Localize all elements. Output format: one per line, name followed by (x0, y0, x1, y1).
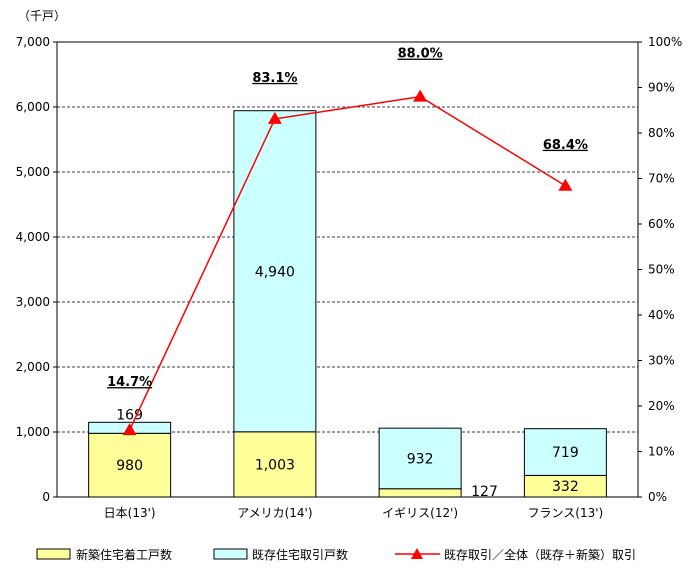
right-axis-tick-label: 100% (648, 35, 682, 49)
ratio-marker (122, 423, 137, 436)
ratio-label: 14.7% (107, 375, 152, 390)
ratio-marker (267, 111, 282, 124)
category-label: 日本(13') (104, 506, 156, 520)
ratio-marker (558, 178, 573, 191)
plot-area (56, 41, 639, 498)
bar-existing-transactions (233, 110, 317, 433)
ratio-label: 68.4% (543, 138, 588, 153)
left-axis-tick-label: 3,000 (16, 295, 50, 309)
right-axis-tick-label: 40% (648, 308, 675, 322)
legend-swatch-existing (213, 548, 248, 560)
left-axis-tick-label: 7,000 (16, 35, 50, 49)
ratio-label: 88.0% (398, 47, 443, 62)
data-label-new: 127 (471, 484, 498, 500)
legend-marker-ratio (411, 548, 423, 559)
right-axis-tick-label: 10% (648, 445, 675, 459)
bar-existing-transactions (378, 427, 462, 490)
right-axis-tick-label: 30% (648, 354, 675, 368)
right-axis-tick-label: 50% (648, 263, 675, 277)
ratio-line (128, 95, 566, 431)
legend-swatch-new (36, 548, 71, 560)
left-axis-tick-label: 1,000 (16, 425, 50, 439)
bar-new-construction (378, 488, 462, 498)
ratio-label: 83.1% (252, 71, 297, 86)
data-label-new: 332 (552, 479, 579, 495)
bar-new-construction (88, 432, 172, 498)
data-label-existing: 932 (407, 451, 434, 467)
data-label-new: 1,003 (255, 457, 295, 473)
bar-existing-transactions (523, 428, 607, 476)
data-label-existing: 169 (116, 407, 143, 423)
right-axis-tick-label: 70% (648, 172, 675, 186)
left-axis-tick-label: 6,000 (16, 100, 50, 114)
left-axis-tick-label: 5,000 (16, 165, 50, 179)
legend-label-existing: 既存住宅取引戸数 (252, 547, 348, 562)
right-axis-tick-label: 60% (648, 217, 675, 231)
right-axis-tick-label: 20% (648, 399, 675, 413)
category-label: フランス(13') (528, 506, 604, 520)
data-label-new: 980 (116, 458, 143, 474)
data-label-existing: 719 (552, 445, 579, 461)
legend-label-new: 新築住宅着工戸数 (76, 547, 172, 562)
category-label: イギリス(12') (382, 506, 458, 520)
left-axis-tick-label: 0 (42, 490, 50, 504)
right-axis-tick-label: 90% (648, 81, 675, 95)
left-axis-tick-label: 2,000 (16, 360, 50, 374)
right-axis-tick-label: 0% (648, 490, 667, 504)
left-axis-tick-label: 4,000 (16, 230, 50, 244)
unit-label: （千戸） (18, 9, 66, 23)
ratio-marker (413, 89, 428, 102)
legend-label-ratio: 既存取引／全体（既存＋新築）取引 (444, 547, 636, 562)
category-label: アメリカ(14') (237, 506, 312, 520)
data-label-existing: 4,940 (255, 264, 295, 280)
right-axis-tick-label: 80% (648, 126, 675, 140)
